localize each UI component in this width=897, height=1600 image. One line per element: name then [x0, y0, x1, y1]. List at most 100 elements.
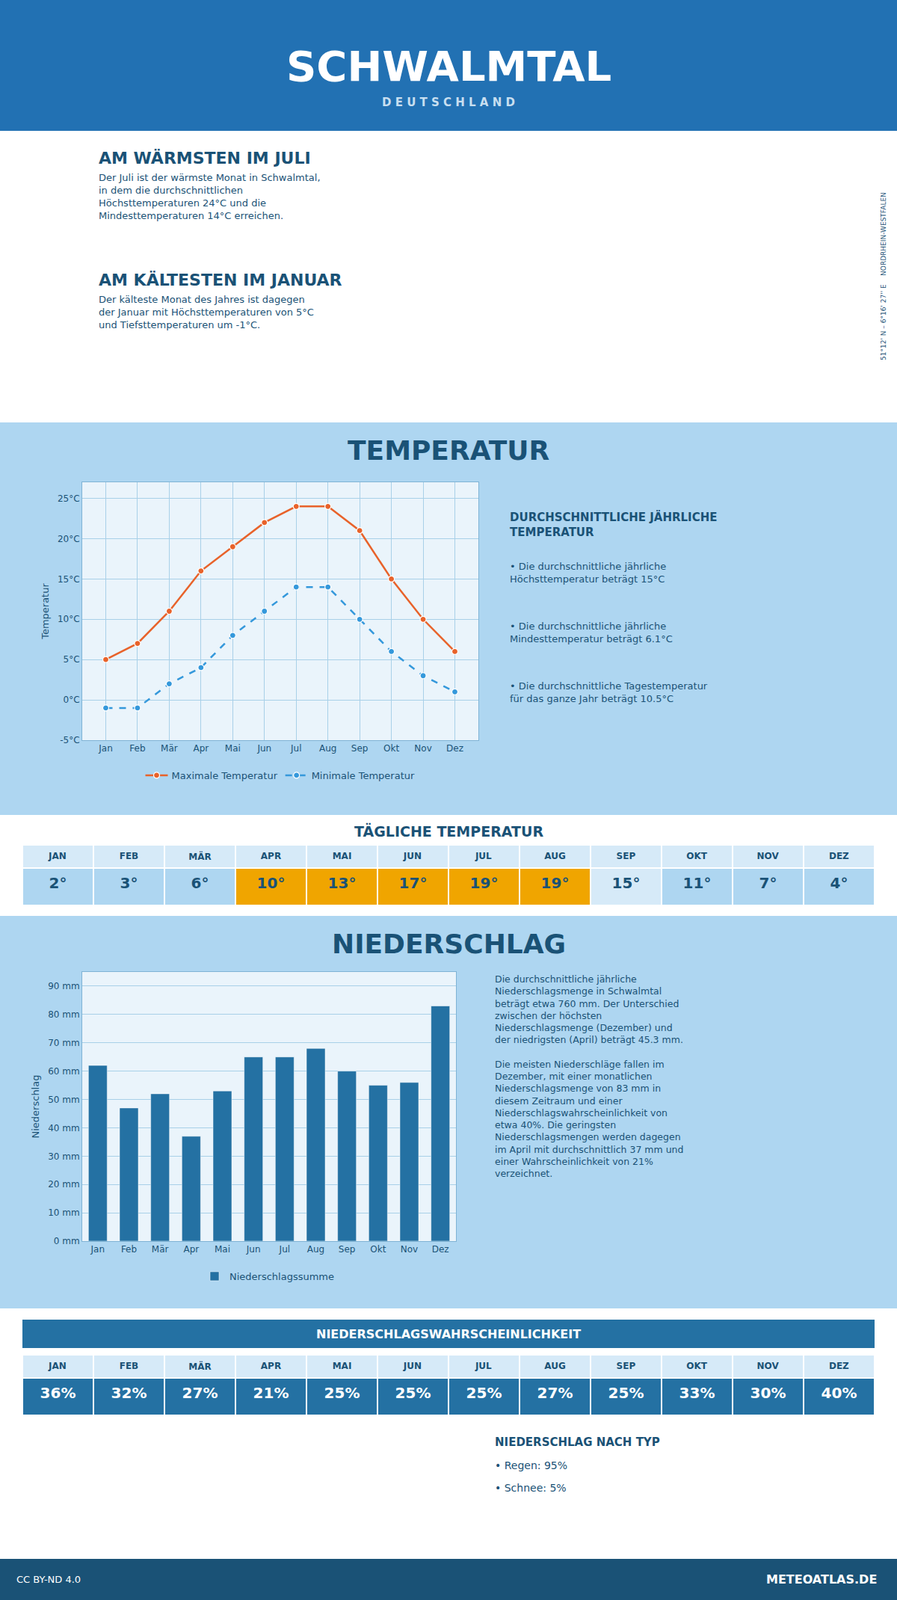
svg-text:APR: APR [260, 850, 282, 862]
svg-text:AUG: AUG [544, 1360, 566, 1371]
svg-text:Sep: Sep [338, 1243, 356, 1255]
svg-text:27%: 27% [537, 1383, 574, 1402]
svg-text:10°C: 10°C [57, 613, 80, 625]
svg-text:25%: 25% [608, 1383, 645, 1402]
svg-text:25%: 25% [324, 1383, 361, 1402]
svg-text:Aug: Aug [319, 743, 337, 754]
svg-text:Apr: Apr [183, 1243, 199, 1255]
svg-text:0°C: 0°C [63, 694, 80, 705]
svg-text:DEZ: DEZ [828, 1360, 850, 1371]
svg-text:10°: 10° [257, 873, 286, 892]
svg-text:AM WÄRMSTEN IM JULI: AM WÄRMSTEN IM JULI [98, 148, 311, 168]
svg-text:JUL: JUL [474, 850, 492, 862]
svg-text:27%: 27% [182, 1383, 219, 1402]
svg-text:Nov: Nov [414, 743, 432, 754]
svg-text:19°: 19° [470, 873, 499, 892]
svg-text:JUN: JUN [402, 850, 422, 862]
svg-text:Aug: Aug [307, 1243, 325, 1255]
svg-text:7°: 7° [759, 873, 778, 892]
svg-text:MAI: MAI [332, 850, 353, 862]
svg-text:80 mm: 80 mm [47, 1009, 80, 1020]
svg-text:DURCHSCHNITTLICHE JÄHRLICHETEM: DURCHSCHNITTLICHE JÄHRLICHETEMPERATUR [509, 509, 717, 539]
svg-text:Niederschlagssumme: Niederschlagssumme [229, 1270, 335, 1282]
svg-text:Der Juli ist der wärmste Monat: Der Juli ist der wärmste Monat in Schwal… [98, 171, 321, 222]
svg-text:19°: 19° [541, 873, 570, 892]
svg-text:5°C: 5°C [63, 654, 80, 665]
svg-text:0 mm: 0 mm [53, 1235, 80, 1247]
svg-text:NIEDERSCHLAGSWAHRSCHEINLICHKEI: NIEDERSCHLAGSWAHRSCHEINLICHKEIT [316, 1326, 581, 1342]
svg-text:25%: 25% [466, 1383, 503, 1402]
svg-text:JUN: JUN [402, 1360, 422, 1371]
svg-text:40 mm: 40 mm [47, 1122, 80, 1134]
svg-text:Niederschlag: Niederschlag [29, 1074, 42, 1139]
svg-text:51°12' N – 6°16' 27'' E NOR: 51°12' N – 6°16' 27'' E NORDRHEIN-WESTFA… [879, 192, 888, 361]
svg-text:JUL: JUL [474, 1360, 492, 1371]
svg-text:Maximale Temperatur: Maximale Temperatur [171, 769, 279, 782]
svg-text:11°: 11° [683, 873, 712, 892]
svg-text:MÄR: MÄR [188, 850, 211, 862]
svg-text:15°: 15° [612, 873, 641, 892]
svg-text:OKT: OKT [686, 1360, 708, 1371]
svg-text:• Schnee: 5%: • Schnee: 5% [494, 1481, 567, 1494]
svg-text:6°: 6° [191, 873, 210, 892]
svg-text:40%: 40% [821, 1383, 858, 1402]
svg-text:JAN: JAN [47, 1360, 67, 1371]
svg-text:25%: 25% [395, 1383, 432, 1402]
svg-text:32%: 32% [111, 1383, 148, 1402]
svg-text:TEMPERATUR: TEMPERATUR [347, 435, 550, 466]
svg-text:METEOATLAS.DE: METEOATLAS.DE [766, 1571, 877, 1587]
svg-text:36%: 36% [40, 1383, 77, 1402]
svg-text:10 mm: 10 mm [47, 1207, 80, 1218]
svg-text:AM KÄLTESTEN IM JANUAR: AM KÄLTESTEN IM JANUAR [98, 270, 343, 290]
svg-text:Der kälteste Monat des Jahres: Der kälteste Monat des Jahres ist dagege… [98, 293, 314, 331]
svg-text:FEB: FEB [119, 1360, 140, 1371]
svg-text:Mai: Mai [224, 743, 241, 754]
svg-text:Okt: Okt [370, 1243, 386, 1255]
svg-text:• Die durchschnittliche Tagest: • Die durchschnittliche Tagestemperaturf… [509, 680, 708, 705]
svg-text:Apr: Apr [192, 743, 209, 754]
svg-text:15°C: 15°C [57, 574, 80, 585]
svg-text:30 mm: 30 mm [47, 1151, 80, 1162]
svg-text:Feb: Feb [129, 743, 146, 754]
svg-text:30%: 30% [750, 1383, 787, 1402]
svg-text:JAN: JAN [47, 850, 67, 862]
svg-text:Sep: Sep [351, 743, 369, 754]
svg-text:CC BY-ND 4.0: CC BY-ND 4.0 [16, 1573, 81, 1585]
svg-text:Jul: Jul [278, 1243, 291, 1255]
svg-text:NOV: NOV [757, 850, 780, 862]
svg-text:Minimale Temperatur: Minimale Temperatur [311, 769, 415, 782]
svg-text:Nov: Nov [400, 1243, 418, 1255]
svg-text:DEZ: DEZ [828, 850, 850, 862]
svg-text:90 mm: 90 mm [47, 980, 80, 992]
svg-text:NIEDERSCHLAG NACH TYP: NIEDERSCHLAG NACH TYP [494, 1435, 661, 1449]
svg-text:21%: 21% [253, 1383, 290, 1402]
svg-text:SCHWALMTAL: SCHWALMTAL [286, 41, 612, 91]
svg-text:Mai: Mai [214, 1243, 231, 1255]
svg-text:SEP: SEP [616, 1360, 637, 1371]
svg-text:Jan: Jan [90, 1243, 106, 1255]
svg-text:20°C: 20°C [57, 533, 80, 545]
svg-text:Jul: Jul [290, 743, 302, 754]
svg-text:OKT: OKT [686, 850, 708, 862]
svg-text:2°: 2° [49, 873, 68, 892]
svg-text:NIEDERSCHLAG: NIEDERSCHLAG [331, 928, 566, 960]
svg-text:70 mm: 70 mm [47, 1037, 80, 1048]
svg-text:D E U T S C H L A N D: D E U T S C H L A N D [381, 95, 516, 110]
svg-text:AUG: AUG [544, 850, 566, 862]
svg-text:NOV: NOV [757, 1360, 780, 1371]
svg-text:SEP: SEP [616, 850, 637, 862]
svg-text:Feb: Feb [121, 1243, 137, 1255]
svg-text:Die durchschnittliche jährlich: Die durchschnittliche jährlicheNiedersch… [494, 973, 684, 1179]
svg-text:-5°C: -5°C [59, 734, 80, 746]
svg-text:3°: 3° [120, 873, 139, 892]
svg-text:Jan: Jan [97, 743, 113, 754]
svg-text:• Regen: 95%: • Regen: 95% [494, 1459, 568, 1472]
svg-text:MAI: MAI [332, 1360, 353, 1371]
svg-text:MÄR: MÄR [188, 1360, 211, 1372]
svg-text:APR: APR [260, 1360, 282, 1371]
svg-text:Mär: Mär [160, 743, 178, 754]
svg-text:FEB: FEB [119, 850, 140, 862]
svg-text:Okt: Okt [383, 743, 400, 754]
svg-text:Temperatur: Temperatur [39, 583, 51, 640]
svg-text:20 mm: 20 mm [47, 1178, 80, 1190]
